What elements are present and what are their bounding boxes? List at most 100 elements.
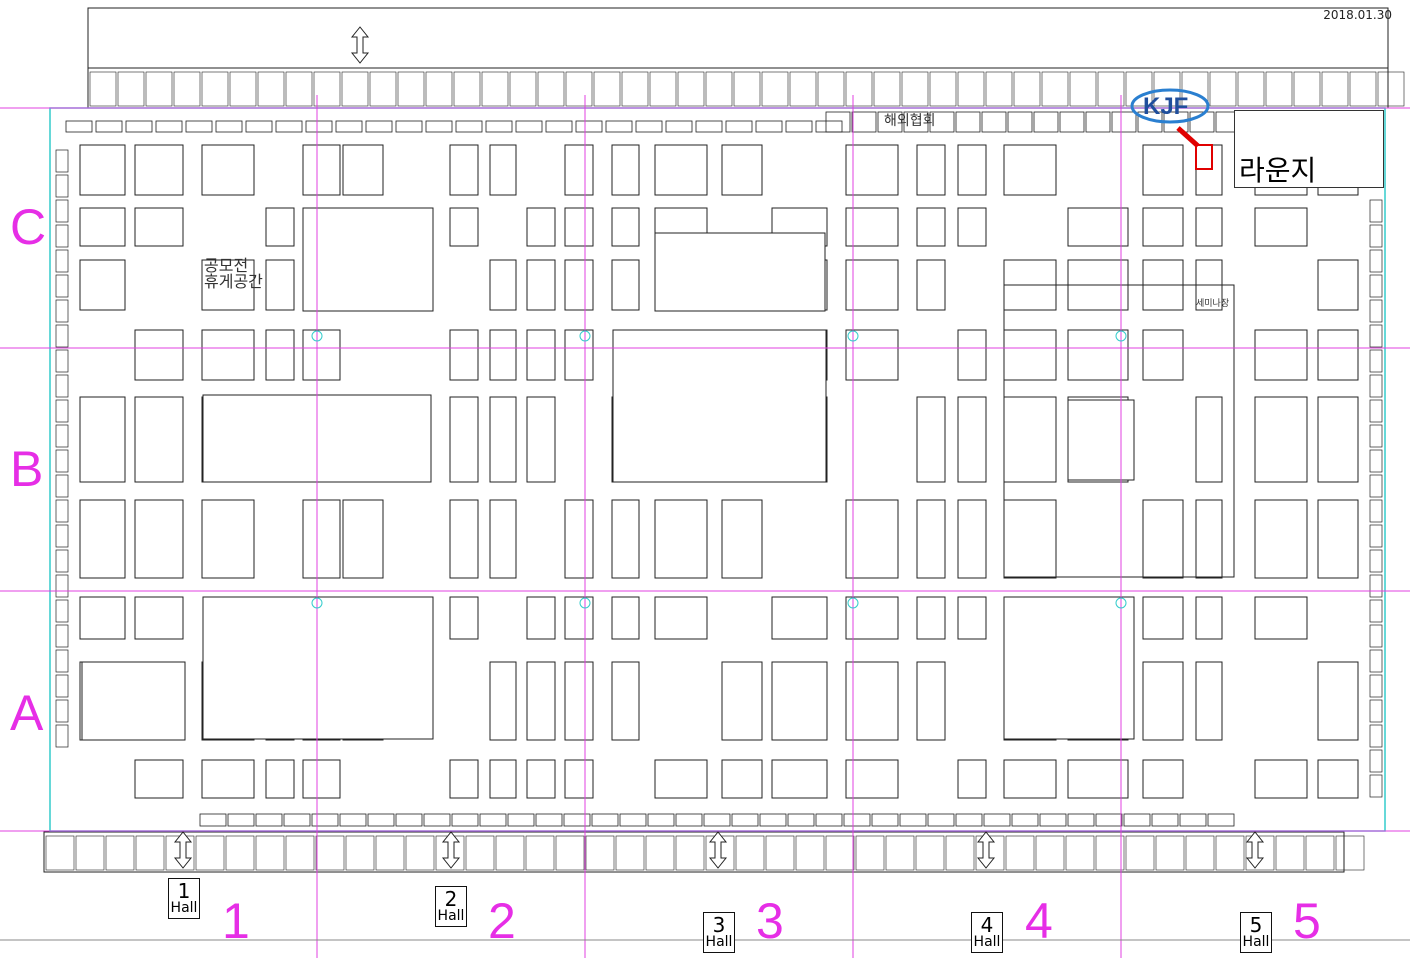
service-room	[565, 71, 593, 107]
booth	[1059, 111, 1085, 133]
booth	[283, 813, 311, 827]
booth	[55, 649, 69, 673]
booth	[845, 329, 899, 381]
booth	[79, 144, 126, 196]
booth	[611, 144, 640, 196]
booth	[845, 759, 899, 799]
booth	[1003, 396, 1057, 483]
booth	[703, 813, 731, 827]
booth	[1142, 144, 1184, 196]
booth	[1369, 424, 1383, 448]
booth	[201, 259, 255, 311]
column-marker	[579, 330, 591, 342]
entrance-arrow-icon	[708, 831, 728, 869]
service-room	[761, 71, 789, 107]
service-room	[915, 835, 945, 871]
kjf-pointer-arrow-icon	[1176, 126, 1200, 148]
service-room	[789, 71, 817, 107]
booth	[1317, 329, 1359, 381]
large-booth	[202, 596, 434, 740]
booth	[825, 111, 851, 133]
booth	[1195, 207, 1223, 247]
booth	[1369, 224, 1383, 248]
plan-date: 2018.01.30	[1323, 8, 1392, 22]
booth	[79, 207, 126, 247]
booth	[1067, 759, 1129, 799]
booth	[1003, 759, 1057, 799]
booth	[725, 120, 753, 133]
booth	[845, 596, 899, 640]
service-room	[1125, 835, 1155, 871]
booth	[55, 624, 69, 648]
service-room	[195, 835, 225, 871]
booth	[526, 259, 556, 311]
booth	[449, 396, 479, 483]
hall-2-sign: 2 Hall	[435, 886, 467, 927]
booth	[1067, 329, 1129, 381]
large-booth	[1067, 399, 1135, 481]
booth	[55, 424, 69, 448]
seminar-room-label: 세미나장	[1196, 299, 1230, 309]
booth	[65, 120, 93, 133]
service-room	[1155, 835, 1185, 871]
booth	[1207, 813, 1235, 827]
booth	[526, 759, 556, 799]
booth	[342, 144, 384, 196]
booth	[845, 661, 899, 741]
kjf-booth-marker	[1195, 144, 1213, 170]
service-room	[369, 71, 397, 107]
booth	[1369, 774, 1383, 798]
booth	[611, 207, 640, 247]
lounge-area[interactable]: 라운지	[1234, 110, 1384, 188]
booth	[771, 759, 828, 799]
booth	[654, 144, 708, 196]
booth	[125, 120, 153, 133]
booth	[1369, 249, 1383, 273]
booth	[665, 120, 693, 133]
booth	[367, 813, 395, 827]
booth	[305, 120, 333, 133]
entrance-arrow-icon	[350, 26, 370, 64]
booth	[489, 329, 517, 381]
booth	[1007, 111, 1033, 133]
booth	[575, 120, 603, 133]
service-room	[645, 835, 675, 871]
kjf-logo: KJF	[1130, 84, 1210, 126]
booth	[449, 759, 479, 799]
booth	[564, 596, 594, 640]
service-room	[1035, 835, 1065, 871]
hall-1-sign: 1 Hall	[168, 878, 200, 919]
booth	[1254, 596, 1308, 640]
service-room	[1097, 71, 1125, 107]
hall-3-sign: 3 Hall	[703, 912, 735, 953]
booth	[449, 329, 479, 381]
booth	[591, 813, 619, 827]
booth	[79, 499, 126, 579]
booth	[845, 259, 899, 311]
booth	[1142, 661, 1184, 741]
booth	[611, 259, 640, 311]
booth	[55, 699, 69, 723]
service-room	[957, 71, 985, 107]
service-room	[675, 835, 705, 871]
booth	[423, 813, 451, 827]
booth	[759, 813, 787, 827]
booth	[449, 144, 479, 196]
hall-4-sign: 4 Hall	[971, 912, 1003, 953]
service-room	[1237, 71, 1265, 107]
booth	[957, 144, 987, 196]
booth	[957, 759, 987, 799]
booth	[1369, 649, 1383, 673]
booth	[981, 111, 1007, 133]
booth	[489, 259, 517, 311]
booth	[134, 207, 184, 247]
booth	[526, 596, 556, 640]
hall-2-number: 2	[488, 893, 516, 949]
service-room	[257, 71, 285, 107]
booth	[1189, 111, 1215, 133]
seminar-area	[1003, 284, 1235, 578]
booth	[1317, 259, 1359, 311]
booth	[201, 499, 255, 579]
service-room	[201, 71, 229, 107]
service-room	[1005, 835, 1035, 871]
